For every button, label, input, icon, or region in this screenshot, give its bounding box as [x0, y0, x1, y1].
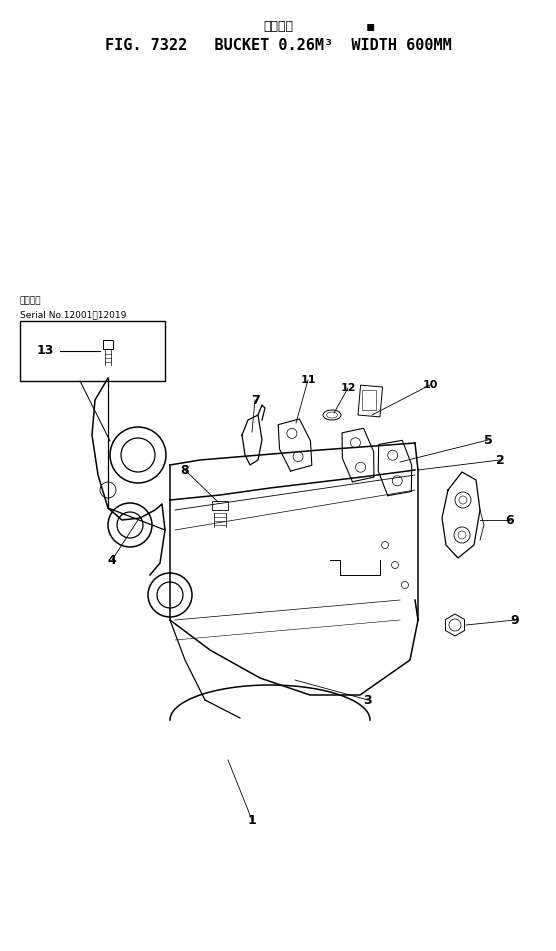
- Bar: [103, 340, 113, 349]
- Bar: [20, 321, 165, 381]
- Text: 5: 5: [484, 434, 493, 447]
- Text: 12: 12: [340, 383, 356, 393]
- Text: 1: 1: [247, 813, 256, 826]
- Text: 10: 10: [423, 380, 438, 390]
- Text: ▪: ▪: [365, 19, 375, 33]
- Text: バケット: バケット: [263, 20, 293, 32]
- Text: 8: 8: [181, 463, 189, 476]
- Text: 2: 2: [495, 454, 504, 467]
- Text: 13: 13: [36, 344, 54, 358]
- Bar: [362, 390, 376, 410]
- Text: FIG. 7322   BUCKET 0.26M³  WIDTH 600MM: FIG. 7322 BUCKET 0.26M³ WIDTH 600MM: [105, 38, 451, 53]
- Text: 9: 9: [511, 613, 519, 627]
- Text: Serial No.12001～12019: Serial No.12001～12019: [20, 310, 126, 320]
- Text: 4: 4: [108, 553, 116, 567]
- Text: 3: 3: [364, 693, 373, 707]
- Bar: [212, 501, 228, 510]
- Text: 6: 6: [506, 514, 514, 527]
- Text: 7: 7: [251, 394, 260, 406]
- Text: 適用号機: 適用号機: [20, 297, 42, 305]
- Text: 11: 11: [300, 375, 316, 385]
- Bar: [358, 385, 383, 417]
- Ellipse shape: [323, 410, 341, 420]
- Ellipse shape: [326, 412, 337, 418]
